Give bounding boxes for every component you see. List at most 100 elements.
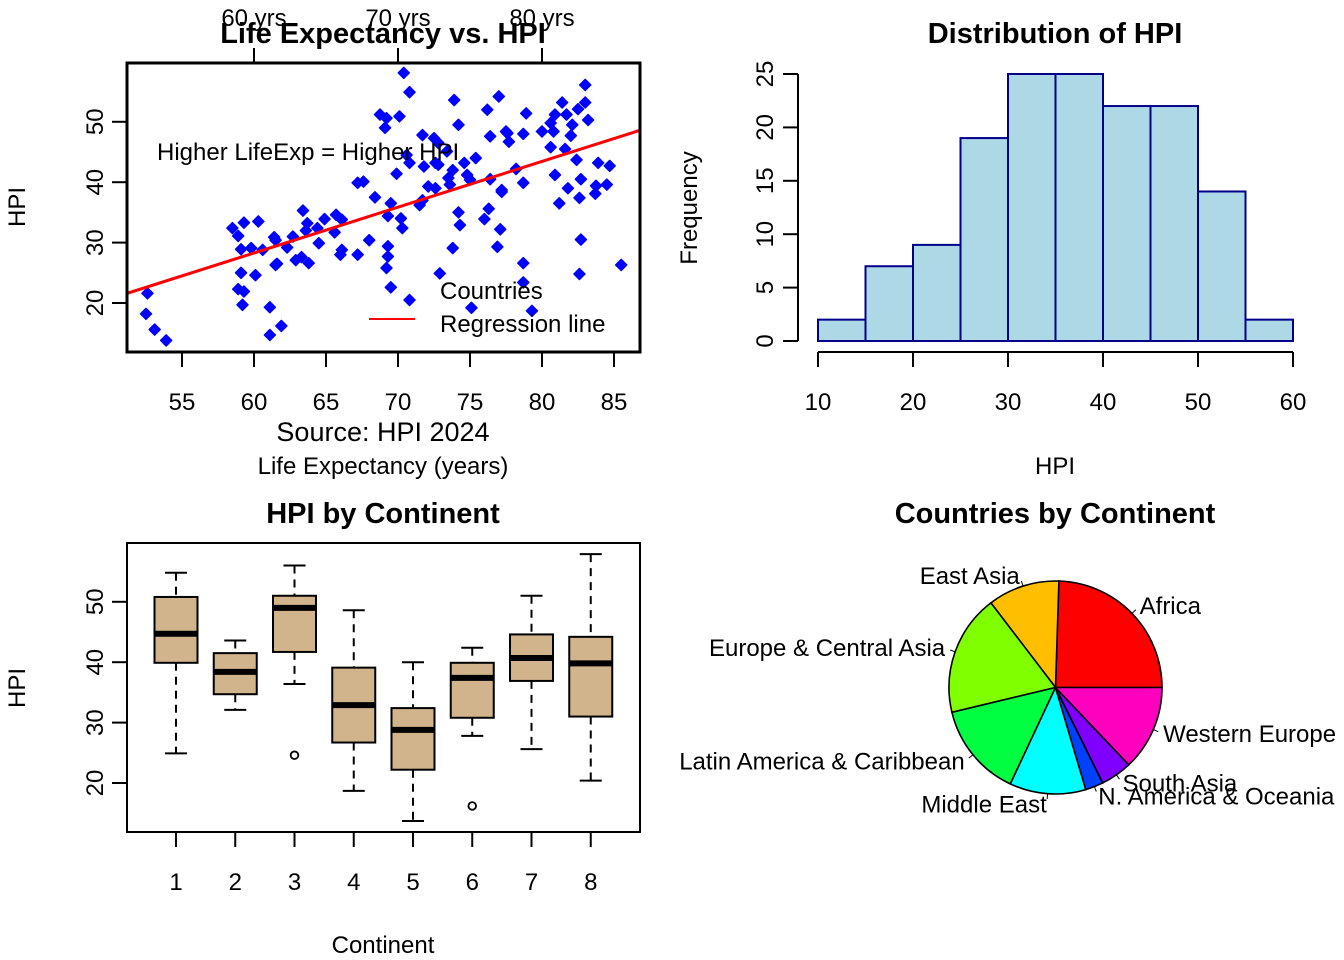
pie-labels: Africa East Asia Europe & Central Asia Lati… xyxy=(679,563,1336,818)
pie-label-tick xyxy=(1153,729,1159,733)
scatter-point xyxy=(553,197,566,210)
x-tick-label: 50 xyxy=(1185,389,1212,416)
pie-label: Middle East xyxy=(921,791,1047,818)
scatter-points xyxy=(139,66,628,347)
x-tick-label: 2 xyxy=(229,869,242,896)
box-4 xyxy=(331,609,377,792)
scatter-point xyxy=(263,300,277,314)
box-iqr xyxy=(272,594,317,653)
x-tick-label: 7 xyxy=(525,869,538,896)
scatter-point xyxy=(334,248,347,261)
y-tick-label: 50 xyxy=(82,108,109,135)
scatter-point xyxy=(517,176,530,190)
y-tick-label: 5 xyxy=(752,281,779,294)
x-tick-label: 1 xyxy=(169,869,182,896)
scatter-point xyxy=(555,96,569,109)
scatter-point xyxy=(561,181,575,195)
scatter-point xyxy=(318,212,331,226)
scatter-point xyxy=(159,334,173,347)
pie-label-tick xyxy=(1131,609,1137,614)
histogram-bar xyxy=(959,137,1009,342)
scatter-y-label: HPI xyxy=(4,187,31,227)
histogram-bar xyxy=(912,243,962,343)
scatter-point xyxy=(397,66,411,80)
scatter-point xyxy=(381,209,395,223)
scatter-point xyxy=(148,323,161,336)
histogram-y-axis: 0 5 10 15 20 25 xyxy=(752,61,799,348)
source-note: Source: HPI 2024 xyxy=(276,417,489,447)
scatter-point xyxy=(517,256,530,270)
scatter-point xyxy=(275,319,288,333)
scatter-point xyxy=(403,156,416,170)
scatter-point xyxy=(396,221,409,235)
scatter-point xyxy=(548,108,562,121)
pie-slices xyxy=(948,580,1163,795)
boxplot-y-label: HPI xyxy=(4,668,31,708)
pie-slice xyxy=(950,686,1057,786)
box-2 xyxy=(212,639,258,711)
scatter-point xyxy=(565,118,579,132)
x-tick-label: 80 xyxy=(529,389,556,416)
scatter-point xyxy=(381,250,395,263)
scatter-point xyxy=(432,158,445,171)
histogram-bar xyxy=(864,265,914,342)
scatter-point xyxy=(417,160,431,173)
boxplot-boxes xyxy=(153,553,614,823)
boxplot-title: HPI by Continent xyxy=(266,498,500,530)
pie-label-tick xyxy=(949,649,956,653)
scatter-point xyxy=(249,268,262,282)
scatter-point xyxy=(362,233,376,247)
x-tick-label: 30 xyxy=(995,389,1022,416)
scatter-point xyxy=(453,218,467,232)
box-iqr xyxy=(568,635,614,718)
scatter-point xyxy=(578,78,592,92)
x-tick-label: 6 xyxy=(466,869,479,896)
scatter-point xyxy=(302,256,315,270)
scatter-point xyxy=(446,241,459,255)
box-3 xyxy=(272,564,317,760)
scatter-point xyxy=(573,267,586,281)
pie-slice xyxy=(989,580,1060,690)
scatter-point xyxy=(234,242,248,256)
box-iqr xyxy=(390,707,436,771)
scatter-point xyxy=(495,185,508,199)
histogram-bar xyxy=(1149,105,1199,343)
scatter-point xyxy=(452,118,465,132)
scatter-point xyxy=(457,156,471,170)
histogram-y-label: Frequency xyxy=(676,151,703,264)
scatter-point xyxy=(384,281,398,294)
scatter-point xyxy=(578,96,592,109)
histogram-bar xyxy=(1007,73,1057,342)
x-tick-label: 60 xyxy=(1280,389,1307,416)
scatter-point xyxy=(589,187,602,200)
scatter-point xyxy=(574,172,588,186)
scatter-point xyxy=(544,140,557,154)
box-5 xyxy=(390,661,436,823)
scatter-x-label: Life Expectancy (years) xyxy=(258,453,509,480)
histogram-x-label: HPI xyxy=(1035,453,1075,480)
x-tick-label: 4 xyxy=(347,869,360,896)
scatter-point xyxy=(403,85,416,99)
y-tick-label: 20 xyxy=(752,114,779,141)
scatter-point xyxy=(368,191,382,204)
scatter-point xyxy=(236,298,249,312)
pie-panel: Countries by Continent Africa East Asia Eu… xyxy=(679,498,1336,818)
pie-label-tick xyxy=(1020,580,1024,587)
y-tick-label: 20 xyxy=(82,770,109,797)
legend-countries: Countries xyxy=(440,278,543,305)
x-tick-label: 20 xyxy=(900,389,927,416)
y-tick-label: 30 xyxy=(82,709,109,736)
scatter-point xyxy=(517,127,530,141)
scatter-point xyxy=(493,223,507,236)
pie-label-tick xyxy=(1093,786,1097,792)
scatter-point xyxy=(591,156,605,170)
scatter-point xyxy=(478,212,491,226)
scatter-point xyxy=(380,261,393,275)
top-tick-label: 60 yrs xyxy=(221,5,286,32)
scatter-top-axis: 60 yrs 70 yrs 80 yrs xyxy=(221,5,575,63)
scatter-point xyxy=(139,307,153,321)
x-tick-label: 3 xyxy=(288,869,301,896)
pie-label: Western Europe xyxy=(1163,721,1336,748)
histogram-x-axis: 10 20 30 40 50 60 xyxy=(805,351,1307,416)
